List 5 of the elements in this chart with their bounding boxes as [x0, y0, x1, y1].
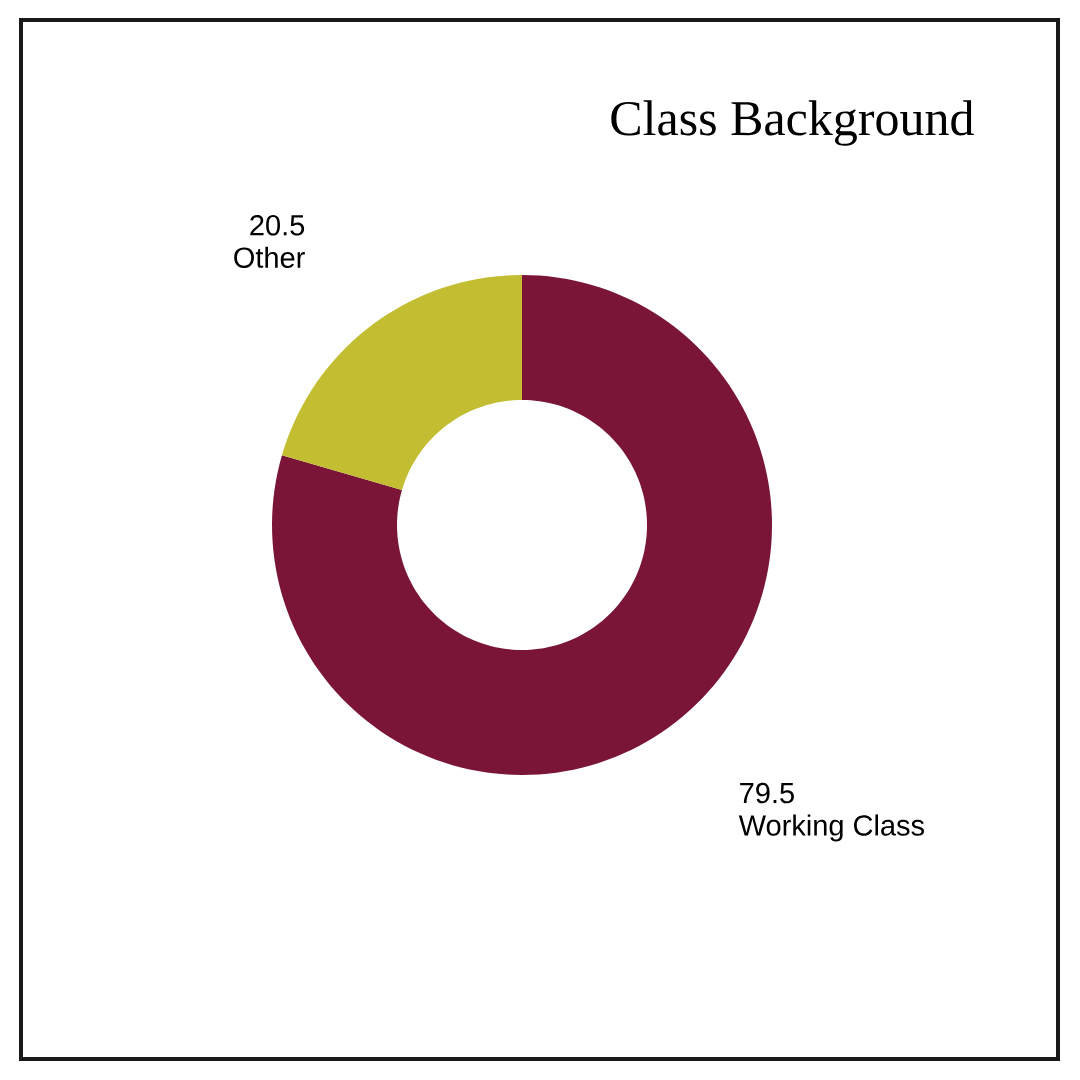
data-label: 79.5 — [740, 782, 794, 804]
slice-label: Working Class — [738, 814, 924, 842]
chart-title: Class Background — [611, 100, 974, 146]
slice-label: Other — [234, 246, 305, 268]
data-label: 20.5 — [250, 215, 305, 236]
